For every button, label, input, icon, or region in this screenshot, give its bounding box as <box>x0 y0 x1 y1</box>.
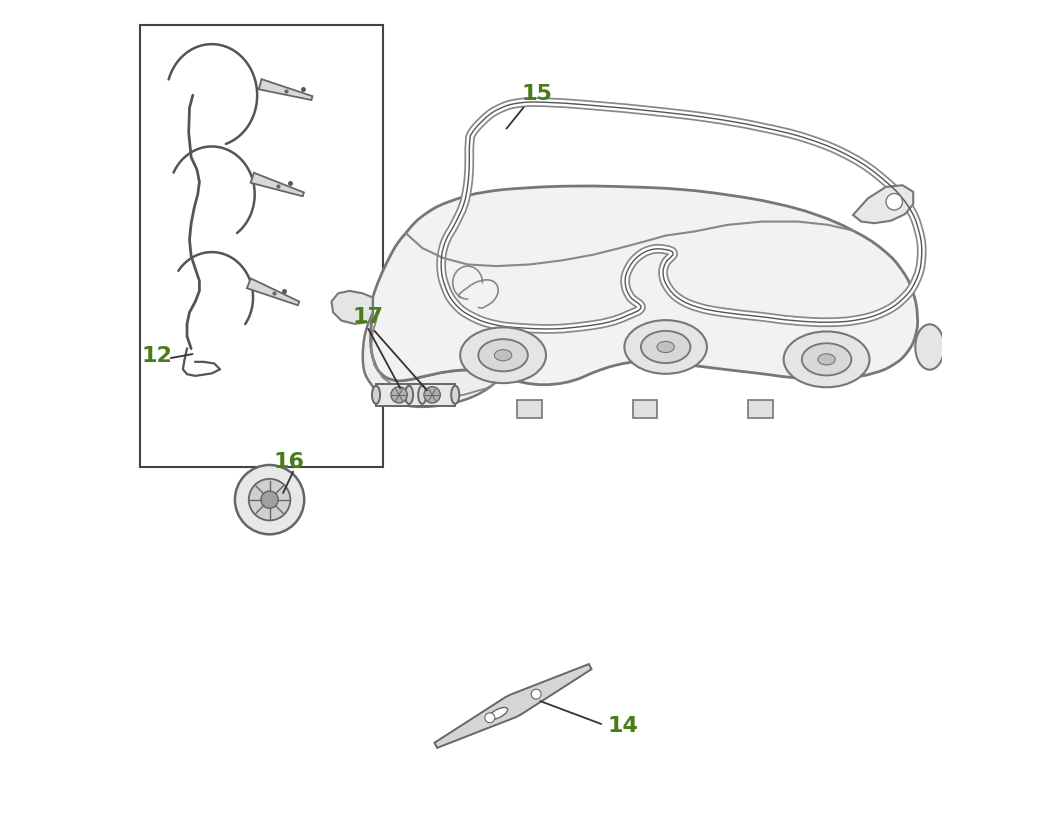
Polygon shape <box>434 664 592 748</box>
Polygon shape <box>251 174 304 197</box>
Circle shape <box>391 387 408 404</box>
Ellipse shape <box>489 708 507 719</box>
Circle shape <box>261 491 279 509</box>
PathPatch shape <box>363 313 514 408</box>
Text: 16: 16 <box>273 451 305 471</box>
Polygon shape <box>331 291 373 324</box>
Text: 17: 17 <box>352 307 383 327</box>
Text: 15: 15 <box>521 84 552 104</box>
Bar <box>140 26 383 467</box>
Ellipse shape <box>418 386 427 404</box>
Ellipse shape <box>479 340 527 372</box>
Ellipse shape <box>641 332 690 364</box>
Ellipse shape <box>372 386 380 404</box>
Ellipse shape <box>461 328 546 384</box>
Bar <box>632 400 658 418</box>
Ellipse shape <box>915 325 945 370</box>
Bar <box>409 385 455 406</box>
Circle shape <box>532 690 541 700</box>
Polygon shape <box>258 80 312 101</box>
Bar <box>517 400 542 418</box>
Ellipse shape <box>405 386 413 404</box>
PathPatch shape <box>371 187 918 385</box>
Ellipse shape <box>657 342 675 353</box>
Text: 12: 12 <box>142 346 173 366</box>
Bar <box>376 385 423 406</box>
Circle shape <box>886 194 902 211</box>
Bar <box>749 400 773 418</box>
Ellipse shape <box>818 354 836 366</box>
Ellipse shape <box>802 344 851 376</box>
Ellipse shape <box>784 332 869 388</box>
Ellipse shape <box>451 386 460 404</box>
Ellipse shape <box>495 351 511 361</box>
Polygon shape <box>852 186 913 224</box>
Text: 14: 14 <box>608 715 639 735</box>
Circle shape <box>485 713 495 723</box>
Circle shape <box>424 387 441 404</box>
Circle shape <box>235 466 304 535</box>
Circle shape <box>249 480 290 521</box>
Polygon shape <box>247 279 300 306</box>
Ellipse shape <box>625 321 707 375</box>
